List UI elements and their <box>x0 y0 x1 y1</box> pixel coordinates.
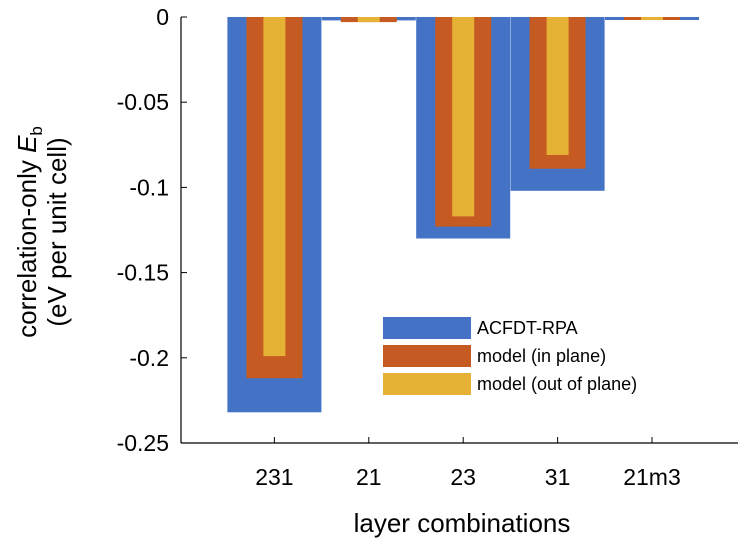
axes <box>180 17 738 444</box>
tick-labels: 0 -0.05 -0.1 -0.15 -0.2 -0.25 231 21 23 31 21m3 <box>117 4 681 490</box>
x-tick-label: 231 <box>255 464 293 490</box>
legend-label-2: model (in plane) <box>477 346 606 366</box>
legend-swatch-3 <box>383 373 471 395</box>
y-axis-title-units: (eV per unit cell) <box>42 137 72 326</box>
y-tick-label: -0.25 <box>117 430 169 456</box>
y-axis-title-prefix: correlation-only <box>12 153 42 338</box>
y-axis-title-symbol: E <box>12 135 42 153</box>
y-axis-title-subscript: b <box>27 126 46 135</box>
legend: ACFDT-RPA model (in plane) model (out of p… <box>383 317 637 395</box>
x-tick-label: 23 <box>450 464 476 490</box>
y-axis-title: correlation-only Eb <box>12 126 46 338</box>
legend-label-3: model (out of plane) <box>477 374 637 394</box>
bar-3-31 <box>546 17 569 155</box>
y-tick-label: -0.2 <box>129 345 169 371</box>
x-tick-label: 21 <box>356 464 382 490</box>
bar-3-231 <box>263 17 286 357</box>
bar-3-23 <box>452 17 475 217</box>
bar-3-21m3 <box>641 17 663 20</box>
x-tick-label: 31 <box>545 464 571 490</box>
y-tick-label: -0.15 <box>117 260 169 286</box>
x-tick-label: 21m3 <box>623 464 681 490</box>
x-axis-title: layer combinations <box>354 508 571 538</box>
y-tick-label: 0 <box>156 4 169 30</box>
legend-swatch-1 <box>383 317 471 339</box>
y-tick-label: -0.05 <box>117 89 169 115</box>
bars <box>227 17 699 413</box>
y-tick-label: -0.1 <box>129 174 169 200</box>
legend-label-1: ACFDT-RPA <box>477 318 578 338</box>
legend-swatch-2 <box>383 345 471 367</box>
bar-3-21 <box>357 17 380 23</box>
